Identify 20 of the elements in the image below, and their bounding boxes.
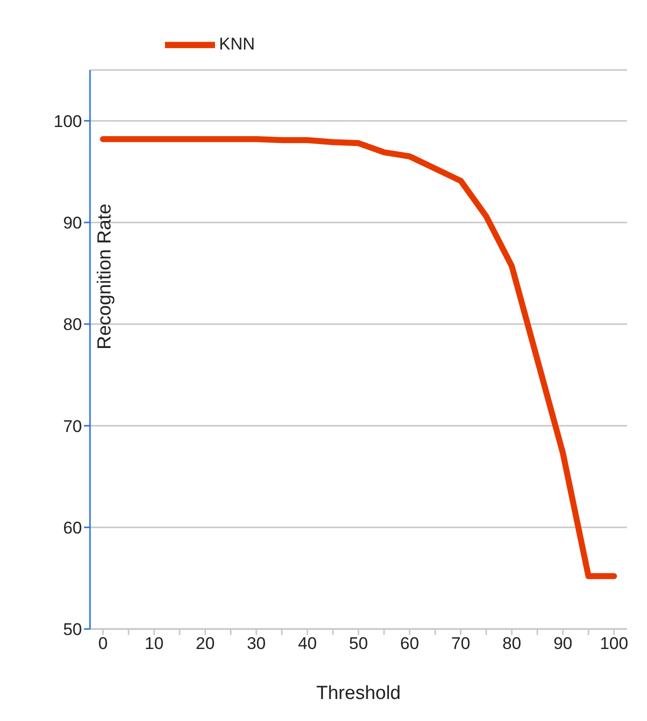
x-tick-label: 30 [246,634,266,654]
x-tick-label: 50 [349,634,368,654]
x-tick-label: 100 [600,634,628,654]
x-axis-title: Threshold [316,683,401,704]
x-tick-label: 90 [553,634,572,654]
x-tick-label: 60 [400,634,420,654]
x-tick-label: 10 [144,634,164,654]
y-tick-label: 60 [63,518,82,538]
legend-label: KNN [219,34,255,54]
x-tick-label: 70 [451,634,470,654]
x-tick-label: 40 [298,634,317,654]
y-tick-label: 90 [63,213,82,232]
y-axis-title: Recognition Rate [94,204,116,350]
y-tick-label: 100 [54,112,82,131]
x-tick-label: 20 [196,634,215,654]
y-tick-label: 50 [63,620,82,640]
y-tick-label: 80 [63,315,82,334]
x-tick-label: 80 [502,634,522,654]
y-tick-label: 70 [63,416,82,436]
x-tick-label: 0 [98,634,108,654]
